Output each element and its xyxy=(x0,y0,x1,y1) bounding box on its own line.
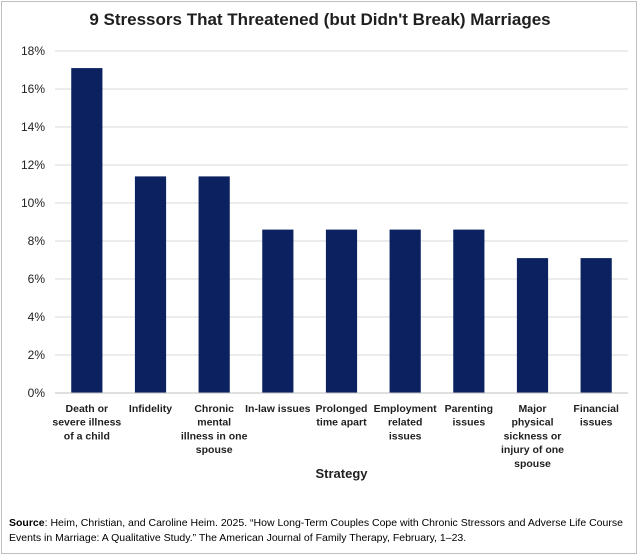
y-tick-label: 14% xyxy=(21,120,45,134)
x-tick-label: Parenting issues xyxy=(445,403,493,429)
x-axis-tick-labels: Death or severe illness of a child Infideli… xyxy=(52,403,619,470)
bar xyxy=(325,229,358,393)
x-tick-label: In-law issues xyxy=(245,403,311,415)
y-tick-label: 6% xyxy=(28,272,46,286)
bar xyxy=(516,258,549,393)
bar xyxy=(389,229,421,393)
y-tick-label: 4% xyxy=(28,310,46,324)
source-label: Source xyxy=(9,517,45,529)
x-tick-label: Financial issues xyxy=(573,403,619,429)
x-tick-label: Major physical sickness or injury of one spo… xyxy=(501,403,564,470)
x-axis-title: Strategy xyxy=(315,466,368,481)
bar xyxy=(71,68,103,393)
y-tick-label: 16% xyxy=(21,82,45,96)
x-tick-label: Death or severe illness of a child xyxy=(52,403,121,442)
x-tick-label: Infidelity xyxy=(129,403,172,415)
bar xyxy=(262,229,294,393)
bar xyxy=(453,229,485,393)
chart-title: 9 Stressors That Threatened (but Didn't … xyxy=(89,10,551,29)
y-tick-label: 2% xyxy=(28,348,46,362)
bar xyxy=(198,176,230,393)
source-text: : Heim, Christian, and Caroline Heim. 20… xyxy=(9,517,623,544)
bar xyxy=(580,258,612,393)
x-tick-label: Employment related issues xyxy=(374,403,438,442)
x-tick-label: Prolonged time apart xyxy=(316,403,368,429)
x-tick-label: Chronic mental illness in one spouse xyxy=(181,403,248,456)
bars xyxy=(71,68,612,393)
y-tick-label: 18% xyxy=(21,44,45,58)
y-axis-tick-labels: 0% 2% 4% 6% 8% 10% 12% 14% 16% 18% xyxy=(21,44,45,400)
y-tick-label: 8% xyxy=(28,234,46,248)
y-tick-label: 0% xyxy=(28,386,46,400)
source-note: Source: Heim, Christian, and Caroline He… xyxy=(9,516,633,546)
y-tick-label: 10% xyxy=(21,196,45,210)
y-tick-label: 12% xyxy=(21,158,45,172)
bar xyxy=(134,176,167,393)
